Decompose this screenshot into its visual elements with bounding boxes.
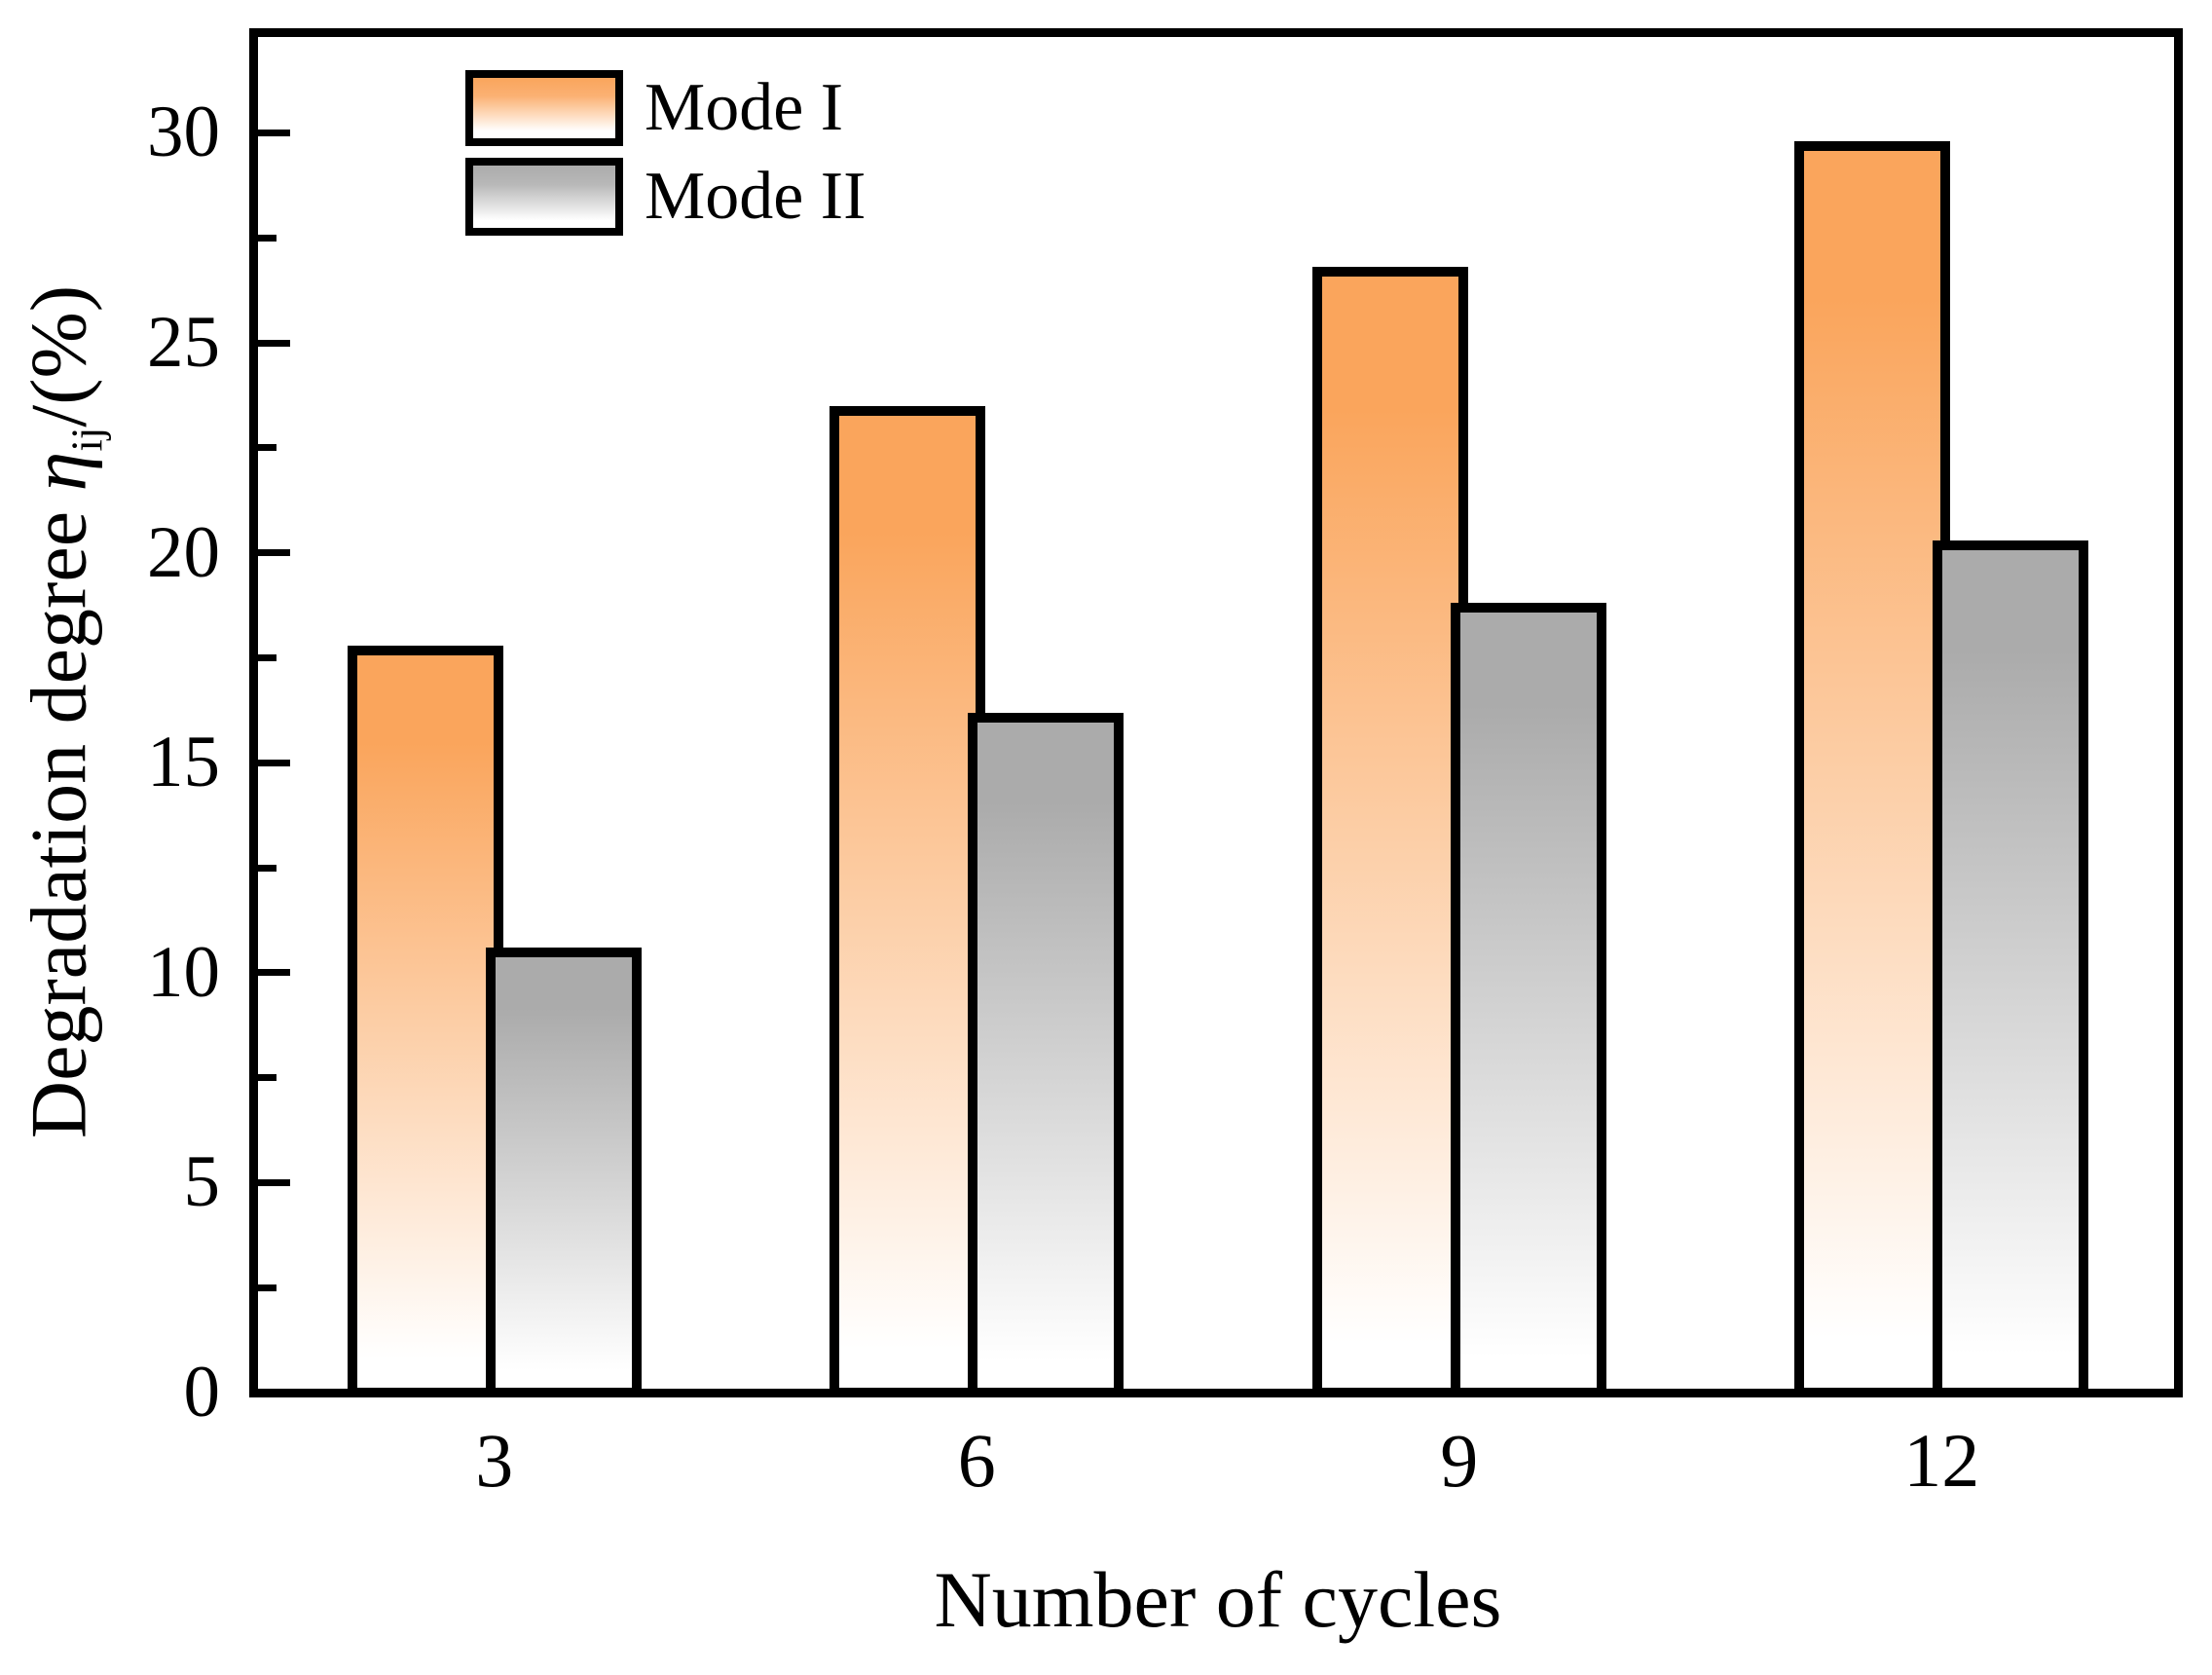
y-tick-label-20: 20 bbox=[147, 511, 220, 593]
bar-mode-ii-9 bbox=[1450, 603, 1606, 1397]
y-minor-tick-22.5 bbox=[258, 444, 276, 452]
bar-mode-ii-12 bbox=[1933, 540, 2089, 1397]
bar-mode-ii-6 bbox=[968, 712, 1124, 1397]
x-tick-label-9: 9 bbox=[1440, 1418, 1479, 1503]
eta-subscript: ij bbox=[62, 427, 112, 452]
bar-mode-ii-3 bbox=[485, 947, 642, 1397]
x-axis-title: Number of cycles bbox=[934, 1555, 1502, 1644]
y-tick-label-0: 0 bbox=[183, 1352, 221, 1433]
legend-label-mode-i: Mode I bbox=[645, 70, 844, 145]
eta-symbol: η bbox=[14, 451, 103, 492]
legend-swatch-mode-i bbox=[465, 70, 623, 146]
y-axis-title: Degradation degree ηij/(%) bbox=[12, 285, 133, 1138]
bar-mode-i-9 bbox=[1311, 267, 1468, 1397]
y-minor-tick-7.5 bbox=[258, 1074, 276, 1082]
y-major-tick-10 bbox=[258, 969, 290, 977]
y-tick-label-15: 15 bbox=[147, 722, 220, 803]
legend-label-mode-ii: Mode II bbox=[645, 159, 866, 234]
y-major-tick-5 bbox=[258, 1178, 290, 1186]
y-minor-tick-2.5 bbox=[258, 1284, 276, 1291]
y-major-tick-30 bbox=[258, 129, 290, 136]
bar-mode-i-6 bbox=[830, 405, 986, 1397]
x-tick-label-12: 12 bbox=[1903, 1418, 1980, 1503]
y-axis-title-units: /(%) bbox=[14, 284, 103, 428]
y-major-tick-15 bbox=[258, 759, 290, 766]
y-axis-title-text: Degradation degree bbox=[14, 491, 103, 1139]
y-major-tick-25 bbox=[258, 339, 290, 347]
y-tick-label-25: 25 bbox=[147, 302, 220, 384]
y-tick-label-5: 5 bbox=[183, 1141, 221, 1223]
x-tick-label-6: 6 bbox=[957, 1418, 996, 1503]
y-minor-tick-12.5 bbox=[258, 864, 276, 872]
y-major-tick-0 bbox=[258, 1389, 290, 1396]
y-tick-label-10: 10 bbox=[147, 931, 220, 1013]
y-tick-label-30: 30 bbox=[147, 92, 220, 173]
bar-mode-i-12 bbox=[1794, 141, 1951, 1397]
y-minor-tick-17.5 bbox=[258, 653, 276, 661]
y-major-tick-20 bbox=[258, 549, 290, 557]
x-tick-label-3: 3 bbox=[475, 1418, 514, 1503]
y-minor-tick-27.5 bbox=[258, 234, 276, 242]
legend-swatch-mode-ii bbox=[465, 158, 623, 236]
bar-mode-i-3 bbox=[347, 645, 503, 1397]
